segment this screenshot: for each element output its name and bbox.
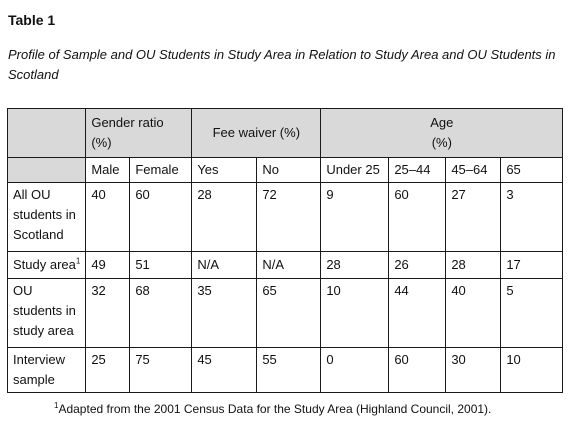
cell-fee-no: 72 bbox=[256, 182, 322, 252]
cell-male: 25 bbox=[85, 347, 131, 393]
cell-45-64: 40 bbox=[445, 278, 502, 348]
cell-fee-yes: N/A bbox=[191, 251, 258, 279]
cell-45-64: 28 bbox=[445, 251, 502, 279]
cell-female: 51 bbox=[129, 251, 193, 279]
cell-25-44: 60 bbox=[388, 347, 447, 393]
row-label: OU students in study area bbox=[6, 278, 87, 348]
footnote-marker: 1 bbox=[75, 256, 81, 266]
profile-table: Gender ratio (%) Fee waiver (%) Age (%) … bbox=[6, 108, 564, 393]
table-caption: Profile of Sample and OU Students in Stu… bbox=[8, 47, 556, 82]
cell-male: 49 bbox=[85, 251, 131, 279]
table-header-row-2: Male Female Yes No Under 25 25–44 45–64 … bbox=[6, 157, 564, 183]
subheader-65: 65 bbox=[500, 157, 564, 183]
table-title: Table 1 bbox=[8, 12, 56, 28]
cell-fee-no: 65 bbox=[256, 278, 322, 348]
cell-male: 32 bbox=[85, 278, 131, 348]
cell-25-44: 60 bbox=[388, 182, 447, 252]
header-gender-ratio: Gender ratio (%) bbox=[85, 108, 193, 158]
table-header-row-1: Gender ratio (%) Fee waiver (%) Age (%) bbox=[6, 108, 564, 158]
cell-25-44: 44 bbox=[388, 278, 447, 348]
cell-female: 60 bbox=[129, 182, 193, 252]
table-row: OU students in study area 32 68 35 65 10… bbox=[6, 278, 564, 348]
table-row: Study area1 49 51 N/A N/A 28 26 28 17 bbox=[6, 251, 564, 279]
cell-25-44: 26 bbox=[388, 251, 447, 279]
cell-under-25: 10 bbox=[320, 278, 390, 348]
subheader-male: Male bbox=[85, 157, 131, 183]
cell-65: 3 bbox=[500, 182, 564, 252]
cell-fee-yes: 35 bbox=[191, 278, 258, 348]
header-fee-waiver: Fee waiver (%) bbox=[191, 108, 322, 158]
table-footnote: 1Adapted from the 2001 Census Data for t… bbox=[54, 401, 492, 417]
cell-under-25: 9 bbox=[320, 182, 390, 252]
subheader-female: Female bbox=[129, 157, 193, 183]
header-blank-cell bbox=[6, 108, 87, 158]
cell-65: 5 bbox=[500, 278, 564, 348]
cell-fee-no: N/A bbox=[256, 251, 322, 279]
cell-under-25: 0 bbox=[320, 347, 390, 393]
subheader-45-64: 45–64 bbox=[445, 157, 502, 183]
row-label: Study area bbox=[13, 257, 76, 272]
header-fee-waiver-text: Fee waiver (%) bbox=[212, 125, 301, 140]
table-row: All OU students in Scotland 40 60 28 72 … bbox=[6, 182, 564, 252]
table-row: Interview sample 25 75 45 55 0 60 30 10 bbox=[6, 347, 564, 393]
row-label: Interview sample bbox=[6, 347, 87, 393]
cell-65: 10 bbox=[500, 347, 564, 393]
row-label-cell: Study area1 bbox=[6, 251, 87, 279]
cell-female: 68 bbox=[129, 278, 193, 348]
subheader-25-44: 25–44 bbox=[388, 157, 447, 183]
cell-65: 17 bbox=[500, 251, 564, 279]
row-label: All OU students in Scotland bbox=[6, 182, 87, 252]
subheader-no: No bbox=[256, 157, 322, 183]
footnote-marker: 1 bbox=[54, 401, 59, 410]
header-age-text: Age (%) bbox=[430, 115, 454, 150]
subheader-under-25: Under 25 bbox=[320, 157, 390, 183]
cell-fee-no: 55 bbox=[256, 347, 322, 393]
header-age: Age (%) bbox=[320, 108, 564, 158]
cell-under-25: 28 bbox=[320, 251, 390, 279]
cell-fee-yes: 45 bbox=[191, 347, 258, 393]
cell-fee-yes: 28 bbox=[191, 182, 258, 252]
subheader-blank-cell bbox=[6, 157, 87, 183]
cell-45-64: 30 bbox=[445, 347, 502, 393]
cell-45-64: 27 bbox=[445, 182, 502, 252]
footnote-text: Adapted from the 2001 Census Data for th… bbox=[58, 402, 492, 416]
subheader-yes: Yes bbox=[191, 157, 258, 183]
cell-male: 40 bbox=[85, 182, 131, 252]
cell-female: 75 bbox=[129, 347, 193, 393]
